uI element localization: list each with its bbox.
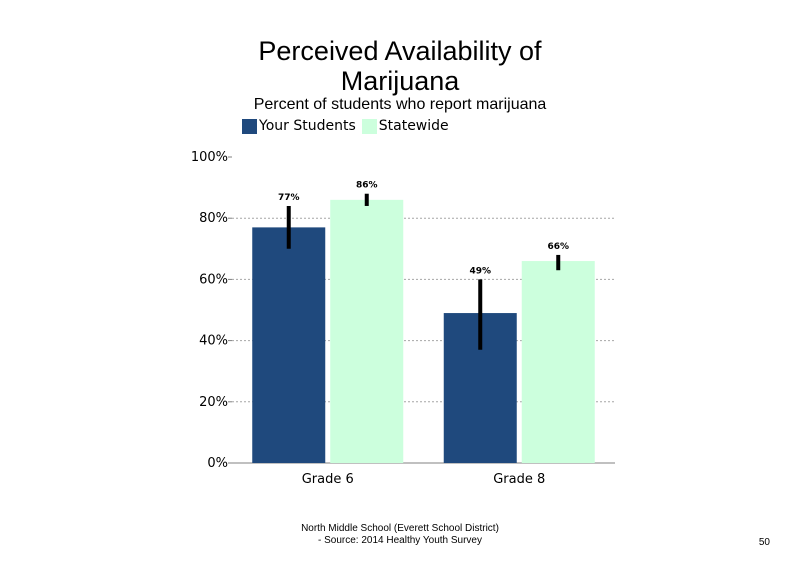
legend-item-statewide: Statewide <box>361 118 449 134</box>
legend-swatch-statewide <box>361 118 377 134</box>
chart-title-line-2: Marijuana <box>340 66 460 96</box>
legend-label-your-students: Your Students <box>259 118 356 134</box>
bar-statewide-grade-6 <box>330 199 404 463</box>
data-label: 66% <box>547 242 569 252</box>
chart-title-line-1: Perceived Availability of <box>258 36 542 66</box>
x-tick-label: Grade 8 <box>493 472 545 487</box>
y-tick-label: 60% <box>199 272 228 287</box>
legend-item-your-students: Your Students <box>242 118 356 134</box>
y-tick-label: 40% <box>199 334 228 349</box>
y-tick-label: 20% <box>199 395 228 410</box>
legend-label-statewide: Statewide <box>378 118 449 134</box>
data-label: 49% <box>469 266 491 276</box>
footer-school: North Middle School (Everett School Dist… <box>301 523 499 534</box>
chart-title: Perceived Availability of Marijuana <box>200 36 600 96</box>
chart-subtitle: Percent of students who report marijuana <box>253 96 547 113</box>
y-tick-label: 0% <box>207 456 228 471</box>
bar-statewide-grade-8 <box>521 261 595 463</box>
y-tick-label: 80% <box>199 211 228 226</box>
legend: Your Students Statewide <box>242 118 455 134</box>
bar-your-students-grade-6 <box>252 227 326 463</box>
y-tick-label: 100% <box>191 150 228 165</box>
x-tick-label: Grade 6 <box>302 472 354 487</box>
legend-swatch-your-students <box>242 118 257 134</box>
data-label: 86% <box>356 181 378 191</box>
page-number: 50 <box>758 537 770 548</box>
footer-source: North Middle School (Everett School Dist… <box>230 523 570 547</box>
data-label: 77% <box>278 193 300 203</box>
footer-survey: - Source: 2014 Healthy Youth Survey <box>318 535 482 546</box>
